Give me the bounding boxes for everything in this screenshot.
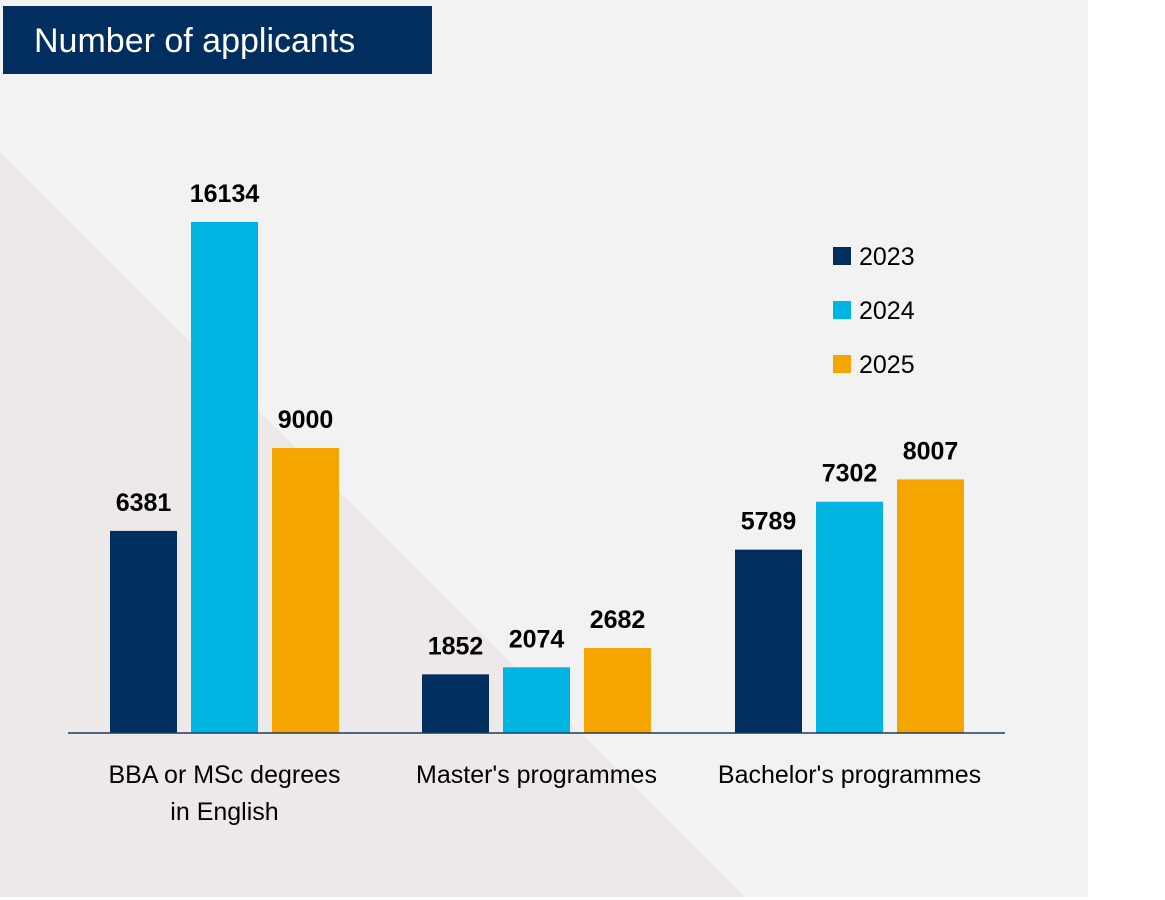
value-label: 6381 — [116, 489, 172, 517]
legend-label-2025: 2025 — [859, 351, 915, 379]
bar-2023-2 — [735, 549, 802, 733]
category-label: in English — [170, 798, 278, 826]
legend-swatch-2025 — [833, 355, 851, 373]
bar-2023-1 — [422, 674, 489, 733]
category-label: Bachelor's programmes — [718, 761, 981, 789]
bar-2025-2 — [897, 479, 964, 733]
bar-2025-0 — [272, 447, 339, 733]
value-label: 9000 — [278, 406, 334, 434]
value-label: 1852 — [428, 632, 484, 660]
category-label: BBA or MSc degrees — [108, 761, 340, 789]
value-label: 2074 — [509, 625, 565, 653]
chart-title: Number of applicants — [34, 22, 356, 60]
legend-label-2023: 2023 — [859, 243, 915, 271]
value-label: 5789 — [741, 508, 797, 536]
category-label: Master's programmes — [416, 761, 657, 789]
value-label: 2682 — [590, 606, 646, 634]
bar-2023-0 — [110, 530, 177, 733]
legend-label-2024: 2024 — [859, 297, 915, 325]
value-label: 8007 — [903, 437, 959, 465]
value-label: 7302 — [822, 460, 878, 488]
title-banner: Number of applicants — [3, 6, 432, 74]
bar-2024-1 — [503, 667, 570, 733]
legend-swatch-2023 — [833, 247, 851, 265]
legend-swatch-2024 — [833, 301, 851, 319]
bar-2025-1 — [584, 648, 651, 733]
bar-2024-0 — [191, 222, 258, 733]
value-label: 16134 — [190, 180, 260, 208]
bar-2024-2 — [816, 501, 883, 733]
